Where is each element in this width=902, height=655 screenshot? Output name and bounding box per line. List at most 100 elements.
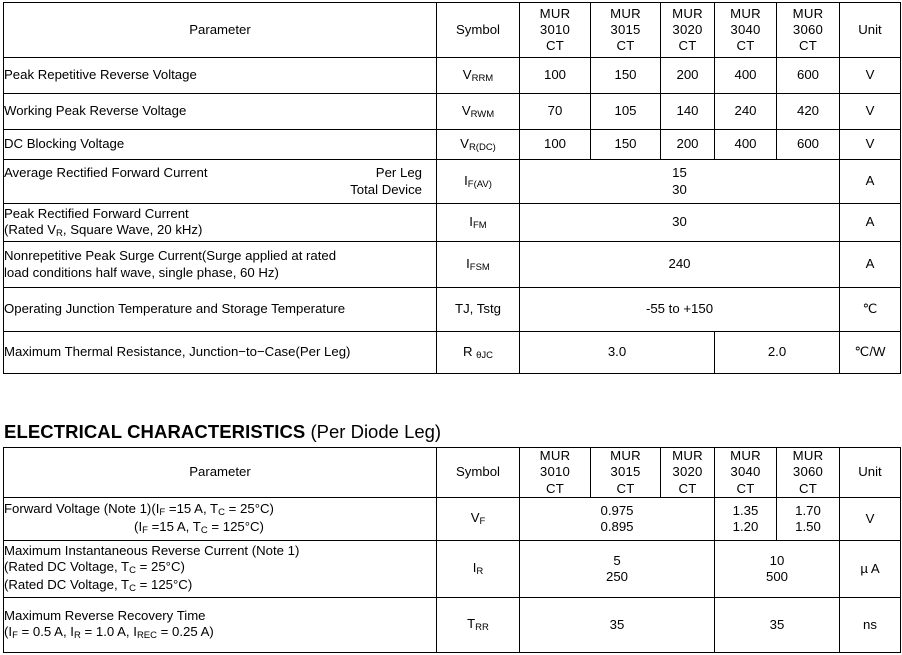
symbol-subscript: RWM bbox=[470, 108, 495, 120]
row-unit: ns bbox=[839, 597, 901, 653]
row-parameter-line1: Forward Voltage (Note 1)(IF =15 A, TC = … bbox=[4, 501, 436, 519]
part-line1: MUR bbox=[672, 448, 703, 464]
part-line1: MUR bbox=[672, 5, 703, 21]
row-unit: ℃/W bbox=[839, 331, 901, 374]
header-symbol: Symbol bbox=[436, 2, 520, 58]
part-line3: CT bbox=[736, 38, 755, 54]
part-line2: 3040 bbox=[730, 464, 761, 480]
header-parameter: Parameter bbox=[3, 447, 437, 498]
part-line2: 3020 bbox=[672, 464, 703, 480]
header-unit: Unit bbox=[839, 447, 901, 498]
symbol-base: I bbox=[469, 213, 473, 229]
row-symbol: IFSM bbox=[436, 241, 520, 288]
symbol-base: I bbox=[472, 560, 477, 576]
row-parameter-line1: Maximum Reverse Recovery Time bbox=[4, 608, 206, 624]
row-parameter: Working Peak Reverse Voltage bbox=[3, 93, 437, 130]
symbol-subscript: R bbox=[476, 566, 484, 578]
row-value: 105 bbox=[590, 93, 661, 130]
symbol-base: T bbox=[467, 616, 476, 632]
row-symbol: VF bbox=[436, 497, 520, 541]
row-value-3040: 1.35 1.20 bbox=[714, 497, 777, 541]
symbol-base: V bbox=[470, 510, 480, 526]
row-unit: µ A bbox=[839, 540, 901, 598]
row-value: 400 bbox=[714, 129, 777, 160]
table-row: Maximum Instantaneous Reverse Current (N… bbox=[3, 540, 901, 598]
row-unit: A bbox=[839, 159, 901, 204]
part-line3: CT bbox=[678, 38, 697, 54]
part-line1: MUR bbox=[610, 5, 641, 21]
row-value: 600 bbox=[776, 57, 840, 94]
table-row: Maximum Thermal Resistance, Junction−to−… bbox=[3, 331, 901, 374]
row-value: 200 bbox=[660, 57, 715, 94]
line1-mid: =15 A, T bbox=[165, 501, 219, 517]
row-parameter: Maximum Reverse Recovery Time (IF = 0.5 … bbox=[3, 597, 437, 653]
line2-post: = 0.25 A) bbox=[157, 624, 214, 640]
part-line3: CT bbox=[546, 38, 564, 54]
header-part-mur3040ct: MUR 3040 CT bbox=[714, 447, 777, 498]
table-row: DC Blocking Voltage VR(DC) 100 150 200 4… bbox=[3, 129, 901, 160]
symbol-subscript: FM bbox=[472, 219, 487, 231]
line1-post: = 25°C) bbox=[225, 501, 274, 517]
header-part-mur3015ct: MUR 3015 CT bbox=[590, 447, 661, 498]
row-parameter-line1: Maximum Instantaneous Reverse Current (N… bbox=[4, 543, 300, 559]
row-parameter: Maximum Thermal Resistance, Junction−to−… bbox=[3, 331, 437, 374]
row-parameter: DC Blocking Voltage bbox=[3, 129, 437, 160]
line2-post: = 25°C) bbox=[135, 559, 185, 575]
row-parameter-line2: (IF =15 A, TC = 125°C) bbox=[4, 519, 436, 537]
row-value: 140 bbox=[660, 93, 715, 130]
line1-subscript-if: F bbox=[159, 507, 166, 519]
row-unit: V bbox=[839, 57, 901, 94]
symbol-base: R bbox=[462, 343, 473, 359]
symbol-subscript: F bbox=[479, 516, 486, 528]
row-symbol: R θJC bbox=[436, 331, 520, 374]
row-parameter: Peak Rectified Forward Current (Rated VR… bbox=[3, 203, 437, 242]
line2-pre: (Rated DC Voltage, T bbox=[4, 559, 130, 575]
row-value-group-high: 2.0 bbox=[714, 331, 840, 374]
line2-subscript: C bbox=[129, 565, 136, 577]
table-row: Maximum Reverse Recovery Time (IF = 0.5 … bbox=[3, 597, 901, 653]
row-symbol: IFM bbox=[436, 203, 520, 242]
part-line1: MUR bbox=[539, 448, 571, 464]
part-line1: MUR bbox=[730, 448, 761, 464]
part-line2: 3010 bbox=[539, 464, 571, 480]
table-row: Average Rectified Forward Current Per Le… bbox=[3, 159, 901, 204]
header-unit: Unit bbox=[839, 2, 901, 58]
row-symbol: IF(AV) bbox=[436, 159, 520, 204]
row-parameter-line2: (IF = 0.5 A, IR = 1.0 A, IREC = 0.25 A) bbox=[4, 624, 436, 642]
row-value: 200 bbox=[660, 129, 715, 160]
part-line1: MUR bbox=[792, 448, 824, 464]
symbol-subscript: F(AV) bbox=[467, 178, 492, 190]
table-row: Forward Voltage (Note 1)(IF =15 A, TC = … bbox=[3, 497, 901, 541]
row-value-group-low: 3.0 bbox=[519, 331, 715, 374]
part-line1: MUR bbox=[792, 5, 824, 21]
row-unit: A bbox=[839, 241, 901, 288]
line2-subscript-if: F bbox=[12, 630, 18, 642]
part-line2: 3060 bbox=[792, 21, 824, 37]
heading-strong-text: ELECTRICAL CHARACTERISTICS bbox=[4, 421, 306, 442]
row-value: 70 bbox=[519, 93, 591, 130]
row-parameter: Average Rectified Forward Current Per Le… bbox=[3, 159, 437, 204]
row-value-merged: 240 bbox=[519, 241, 840, 288]
line3-subscript: C bbox=[129, 583, 136, 595]
row-parameter: Maximum Instantaneous Reverse Current (N… bbox=[3, 540, 437, 598]
part-line2: 3015 bbox=[610, 21, 641, 37]
line2-mid1: = 0.5 A, I bbox=[17, 624, 74, 640]
line1-subscript-tc: C bbox=[218, 507, 225, 519]
row-parameter-line3: (Rated DC Voltage, TC = 125°C) bbox=[4, 577, 436, 595]
symbol-subscript: RR bbox=[475, 622, 489, 634]
row-parameter: Forward Voltage (Note 1)(IF =15 A, TC = … bbox=[3, 497, 437, 541]
line2-pre: (I bbox=[134, 519, 143, 534]
row-value: 100 bbox=[519, 129, 591, 160]
row-parameter-text: Average Rectified Forward Current bbox=[4, 165, 208, 181]
part-line3: CT bbox=[736, 480, 755, 496]
symbol-base: V bbox=[460, 135, 469, 151]
line2-post: , Square Wave, 20 kHz) bbox=[62, 221, 203, 237]
row-value: 150 bbox=[590, 129, 661, 160]
clipped-heading-area: MAXIMUM RATINGS bbox=[0, 0, 902, 4]
row-parameter: Operating Junction Temperature and Stora… bbox=[3, 287, 437, 332]
part-line1: MUR bbox=[610, 448, 641, 464]
symbol-base: V bbox=[461, 102, 471, 118]
line2-subscript-ir: R bbox=[73, 630, 81, 642]
line2-subscript-if: F bbox=[142, 525, 148, 537]
